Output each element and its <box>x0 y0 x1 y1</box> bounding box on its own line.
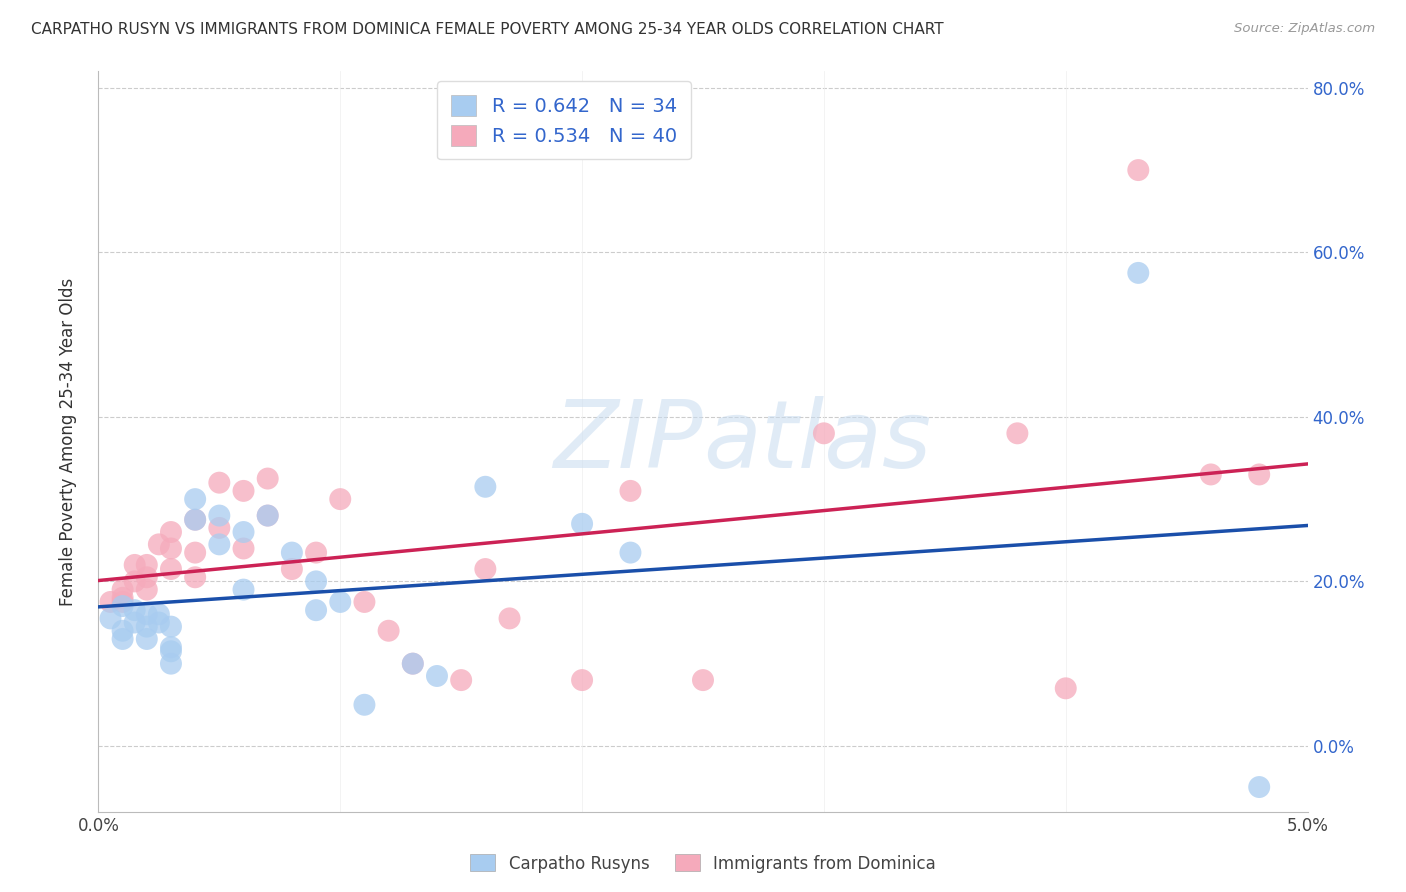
Point <box>148 607 170 622</box>
Point <box>135 570 157 584</box>
Point <box>232 541 254 556</box>
Point <box>160 657 183 671</box>
Point <box>135 619 157 633</box>
Point <box>184 570 207 584</box>
Point <box>571 516 593 531</box>
Point <box>498 611 520 625</box>
Point <box>124 603 146 617</box>
Point <box>1249 467 1271 482</box>
Point <box>329 492 352 507</box>
Point <box>256 508 278 523</box>
Point <box>135 632 157 646</box>
Point <box>160 541 183 556</box>
Point <box>208 537 231 551</box>
Point <box>111 591 134 605</box>
Y-axis label: Female Poverty Among 25-34 Year Olds: Female Poverty Among 25-34 Year Olds <box>59 277 77 606</box>
Point <box>474 480 496 494</box>
Point <box>450 673 472 687</box>
Text: CARPATHO RUSYN VS IMMIGRANTS FROM DOMINICA FEMALE POVERTY AMONG 25-34 YEAR OLDS : CARPATHO RUSYN VS IMMIGRANTS FROM DOMINI… <box>31 22 943 37</box>
Point <box>124 615 146 630</box>
Point <box>402 657 425 671</box>
Text: Source: ZipAtlas.com: Source: ZipAtlas.com <box>1234 22 1375 36</box>
Point <box>100 611 122 625</box>
Text: atlas: atlas <box>703 396 931 487</box>
Point <box>124 558 146 572</box>
Point <box>135 607 157 622</box>
Point <box>402 657 425 671</box>
Point <box>111 632 134 646</box>
Point <box>353 698 375 712</box>
Point <box>111 599 134 613</box>
Point <box>232 483 254 498</box>
Point <box>813 426 835 441</box>
Point <box>256 508 278 523</box>
Point <box>160 524 183 539</box>
Point <box>329 595 352 609</box>
Point <box>135 558 157 572</box>
Point <box>111 624 134 638</box>
Point <box>474 562 496 576</box>
Legend: Carpatho Rusyns, Immigrants from Dominica: Carpatho Rusyns, Immigrants from Dominic… <box>464 847 942 880</box>
Point <box>135 582 157 597</box>
Point <box>160 562 183 576</box>
Point <box>184 513 207 527</box>
Point <box>619 483 641 498</box>
Point <box>148 537 170 551</box>
Point <box>1249 780 1271 794</box>
Point <box>1128 266 1150 280</box>
Point <box>1007 426 1029 441</box>
Point <box>619 546 641 560</box>
Point <box>160 644 183 658</box>
Point <box>377 624 399 638</box>
Point <box>184 546 207 560</box>
Point <box>692 673 714 687</box>
Point <box>111 582 134 597</box>
Point <box>111 595 134 609</box>
Point <box>184 492 207 507</box>
Point <box>232 524 254 539</box>
Point <box>305 603 328 617</box>
Point <box>305 574 328 589</box>
Point <box>232 582 254 597</box>
Point <box>281 546 304 560</box>
Point <box>100 595 122 609</box>
Legend: R = 0.642   N = 34, R = 0.534   N = 40: R = 0.642 N = 34, R = 0.534 N = 40 <box>437 81 690 160</box>
Point <box>571 673 593 687</box>
Point <box>208 521 231 535</box>
Point <box>1054 681 1077 696</box>
Point <box>160 619 183 633</box>
Point <box>426 669 449 683</box>
Point <box>124 574 146 589</box>
Point <box>256 471 278 485</box>
Point <box>184 513 207 527</box>
Point <box>353 595 375 609</box>
Point <box>208 508 231 523</box>
Text: ZIP: ZIP <box>554 396 703 487</box>
Point <box>1199 467 1222 482</box>
Point <box>160 640 183 655</box>
Point <box>208 475 231 490</box>
Point <box>148 615 170 630</box>
Point <box>281 562 304 576</box>
Point <box>305 546 328 560</box>
Point <box>1128 163 1150 178</box>
